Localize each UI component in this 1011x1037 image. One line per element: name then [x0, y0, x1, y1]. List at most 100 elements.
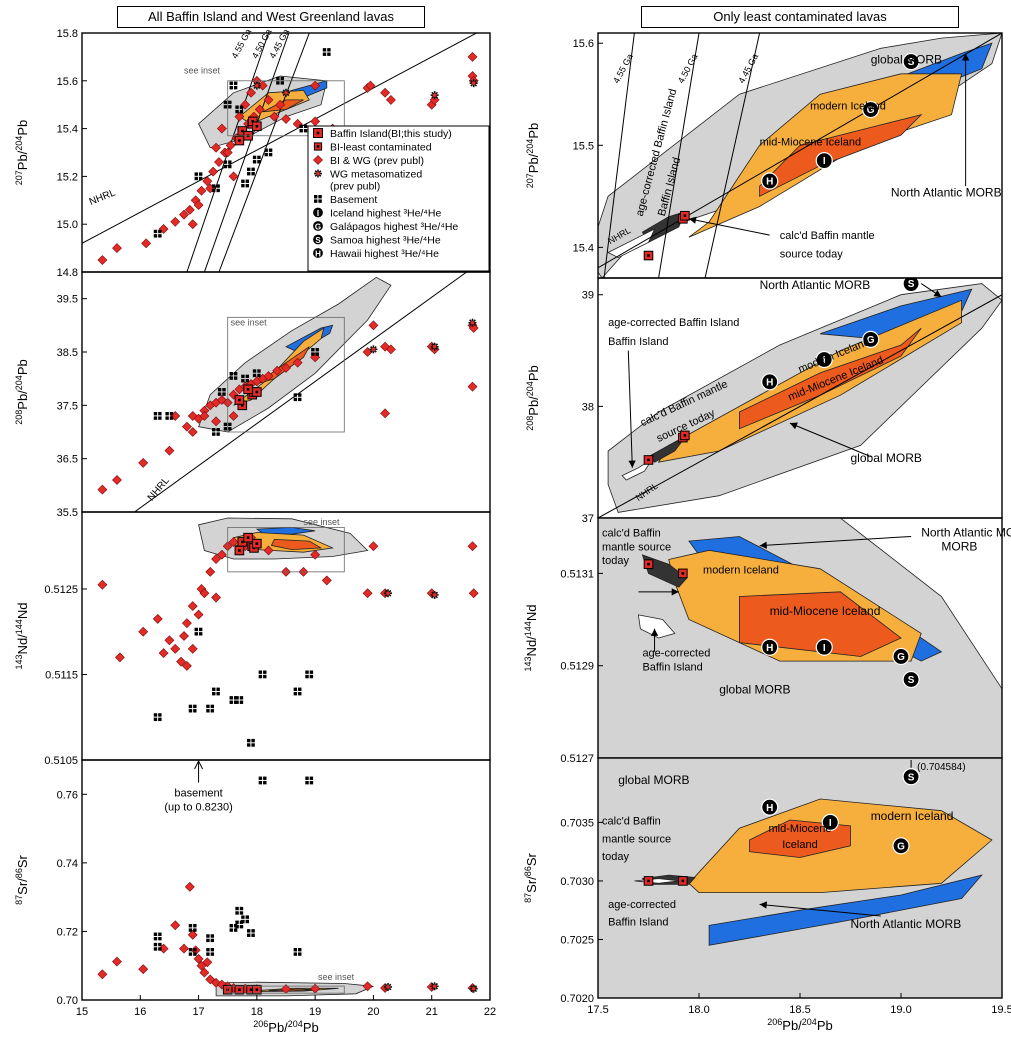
diamond-point [222, 147, 233, 158]
basement-point-part [206, 709, 210, 713]
north-atlantic-arrow-head [759, 901, 768, 909]
diamond-point [181, 661, 192, 671]
square-point-dot [681, 879, 685, 883]
basement-point-part [153, 713, 158, 717]
basement-point-part [206, 934, 210, 938]
basement-point-part [229, 376, 233, 380]
age-corrected-label: age-corrected Baffin Island [608, 317, 739, 329]
basement-point-part [216, 428, 220, 432]
diamond-point [199, 588, 210, 599]
diamond-point [170, 643, 181, 654]
basement-point-part [210, 948, 215, 952]
basement-point-part [235, 696, 239, 700]
basement-point-part [276, 81, 280, 85]
basement-point-part [298, 397, 302, 402]
nhrl-line [82, 33, 478, 244]
basement-point-part [305, 674, 309, 679]
diamond-point [181, 618, 192, 629]
basement-point-part [153, 412, 158, 416]
R1-plot: I G S H [598, 33, 1002, 278]
square-point-dot [240, 540, 244, 544]
hotspot-G-point [892, 647, 910, 666]
age-corrected-arrow-head [650, 628, 659, 636]
geochron-4.50-line [203, 33, 290, 272]
x-tick-label: 18.5 [789, 1004, 810, 1016]
hotspot-S-letter: S [908, 675, 915, 686]
x-tick-label: 15 [76, 1006, 88, 1018]
basement-point-part [153, 229, 158, 234]
diamond-point [263, 545, 274, 556]
y-tick-label: 15.8 [57, 28, 78, 40]
diamond-point [199, 967, 210, 978]
diamond-point [184, 881, 195, 892]
hotspot-H-point [761, 172, 779, 190]
nhrl-label: NHRL [146, 475, 172, 503]
basement-point-part [305, 776, 309, 780]
square-point-dot [238, 988, 241, 992]
basement-point-part [158, 229, 162, 234]
basement-point-part [235, 911, 239, 915]
see-inset-label: see inset [303, 517, 340, 527]
basement-point-part [245, 915, 249, 919]
basement-point-part [198, 172, 203, 176]
basement-point-part [229, 85, 233, 90]
hotspot-H-point [761, 798, 779, 816]
basement-point-part [228, 427, 232, 431]
nhrl-line [598, 294, 1002, 518]
square-point-dot [238, 398, 241, 402]
basement-point-part [198, 632, 203, 636]
basement-point-part [309, 776, 314, 780]
star-center [471, 81, 476, 85]
diamond-point [158, 648, 169, 659]
basement-point-part [247, 167, 251, 172]
basement-point-part [153, 936, 158, 941]
basement-point-part [245, 179, 249, 183]
diamond-point [214, 157, 224, 167]
basement-point-part [153, 717, 158, 722]
diamond-point [158, 943, 169, 954]
basement-point-part [258, 670, 263, 674]
diamond-point [179, 631, 189, 641]
hotspot-S-letter: S [908, 279, 915, 290]
diamond-point [114, 652, 125, 663]
basement-point-part [293, 948, 298, 952]
nhrl-line [598, 33, 1002, 269]
basement-point-part [257, 373, 261, 378]
north-atlantic-label: North Atlantic MORB [760, 278, 871, 292]
basement-point-part [293, 393, 298, 397]
square-point-dot [316, 131, 320, 135]
hotspot-H-point [311, 246, 325, 260]
basement-point-part [193, 924, 197, 928]
basement-point-part [315, 352, 319, 356]
diamond-point [368, 541, 379, 552]
basement-point-part [258, 780, 263, 785]
basement-point-part [158, 947, 162, 951]
diamond-point [97, 255, 108, 265]
basement-point-part [251, 738, 255, 743]
plot-frame [81, 759, 491, 1001]
basement-point-part [228, 164, 232, 169]
diamond-point [170, 920, 181, 931]
x-tick-label: 18.0 [688, 1004, 709, 1016]
basement-point-part [233, 928, 238, 932]
see-inset-label: see inset [231, 317, 268, 327]
hotspot-S-point [311, 233, 325, 246]
basement-point-part [165, 412, 169, 416]
basement-point-part [212, 432, 216, 436]
basement-point-part [210, 952, 215, 956]
diamond-point [468, 588, 479, 599]
R4-plot: H I G S [598, 758, 1002, 998]
basement-point-part [245, 183, 249, 188]
y-tick-label: 38 [582, 401, 594, 413]
y-tick-label: 37.5 [57, 400, 78, 412]
see-inset-label: see inset [184, 66, 221, 76]
basement-point-part [298, 687, 302, 691]
diamond-point [225, 140, 236, 151]
miocene-iceland-field [749, 819, 851, 858]
miocene-iceland-field [759, 113, 923, 197]
basement-point-part [210, 934, 215, 938]
legend-item-label: Iceland highest ³He/⁴He [330, 208, 441, 220]
legend-item-label: (prev publ) [330, 181, 380, 193]
miocene-iceland-field [270, 538, 323, 551]
diamond-point [380, 87, 391, 98]
